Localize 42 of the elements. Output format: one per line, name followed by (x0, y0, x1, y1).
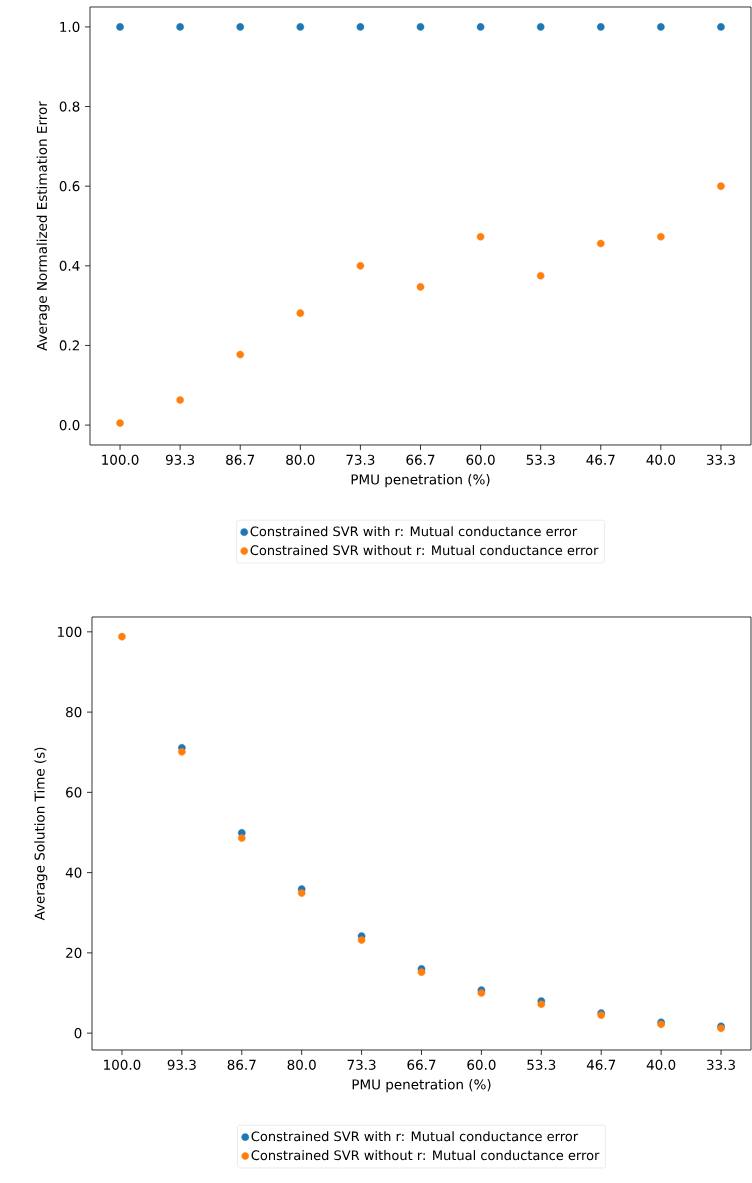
y-tick-label: 80 (66, 706, 82, 718)
y-axis-title: Average Solution Time (s) (34, 747, 48, 921)
x-axis-title: PMU penetration (%) (351, 474, 490, 488)
x-tick-label: 40.0 (646, 454, 675, 465)
x-tick-label: 46.7 (586, 454, 615, 465)
x-tick-label: 53.3 (526, 454, 555, 465)
y-axis-title: Average Normalized Estimation Error (36, 101, 50, 351)
x-tick-label: 80.0 (287, 1059, 316, 1070)
x-tick-label: 46.7 (586, 1059, 616, 1070)
x-tick-label: 66.7 (406, 454, 435, 465)
y-tick-label: 0.4 (59, 260, 80, 271)
x-tick-label: 53.3 (527, 1059, 556, 1070)
y-tick-label: 0.0 (59, 419, 80, 431)
y-tick-label: 0.2 (59, 340, 79, 351)
x-tick-label: 86.7 (227, 1059, 256, 1070)
x-tick-label: 100.0 (104, 1059, 141, 1070)
legend-label: Constrained SVR with r: Mutual conductance error (251, 1131, 579, 1142)
x-tick-label: 33.3 (707, 1059, 735, 1070)
y-tick-label: 0 (74, 1028, 82, 1039)
y-tick-label: 40 (65, 867, 82, 878)
y-tick-label: 100 (58, 626, 82, 637)
y-tick-label: 20 (66, 947, 82, 958)
x-tick-label: 73.3 (347, 1059, 376, 1070)
x-tick-label: 86.7 (226, 454, 255, 465)
x-tick-label: 80.0 (286, 454, 315, 465)
y-tick-label: 60 (66, 787, 82, 798)
x-tick-label: 93.3 (165, 454, 195, 465)
legend-label: Constrained SVR without r: Mutual conductance error (251, 1150, 600, 1161)
x-tick-label: 33.3 (706, 454, 735, 465)
legend-label: Constrained SVR with r: Mutual conductance error (250, 526, 578, 537)
x-tick-label: 60.0 (467, 1059, 496, 1070)
y-tick-label: 0.8 (59, 101, 80, 112)
y-tick-label: 0.6 (59, 181, 80, 192)
y-tick-label: 1.0 (60, 21, 80, 33)
x-tick-label: 60.0 (466, 454, 495, 465)
x-tick-label: 40.0 (646, 1059, 676, 1070)
x-tick-label: 93.3 (167, 1059, 196, 1070)
x-tick-label: 66.7 (407, 1059, 436, 1070)
x-tick-label: 73.3 (346, 454, 375, 465)
x-tick-label: 100.0 (102, 454, 139, 465)
x-axis-title: PMU penetration (%) (352, 1079, 491, 1093)
legend-label: Constrained SVR without r: Mutual conductance error (250, 545, 599, 556)
